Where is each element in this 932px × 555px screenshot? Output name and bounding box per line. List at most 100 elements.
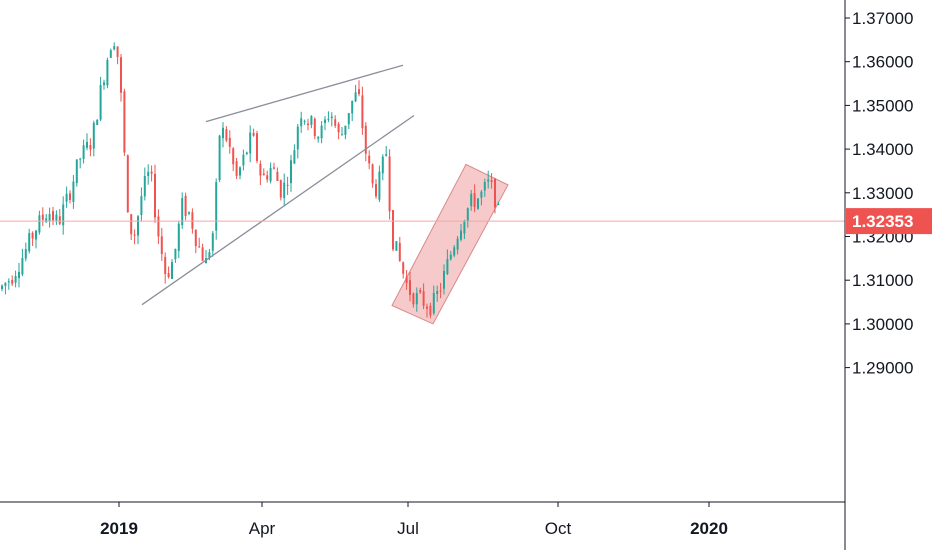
candle-body — [354, 92, 357, 102]
candle-body — [392, 210, 394, 250]
candle-body — [106, 59, 109, 86]
candle-body — [109, 50, 112, 58]
candle-body — [466, 208, 469, 222]
candle-body — [211, 233, 214, 251]
candle — [375, 179, 377, 199]
candle-body — [334, 119, 337, 126]
candle — [286, 176, 289, 195]
current-price-label: 1.32353 — [852, 212, 913, 231]
candle-body — [154, 173, 156, 218]
candle — [313, 117, 316, 140]
candle-body — [126, 155, 129, 213]
candle — [188, 211, 190, 216]
candle-body — [262, 173, 265, 176]
candle — [477, 198, 479, 210]
candle-body — [167, 273, 170, 277]
highlight-channel[interactable] — [391, 163, 509, 325]
candle — [14, 270, 17, 288]
candles-layer — [1, 42, 500, 319]
candle-body — [171, 262, 173, 279]
y-tick-label: 1.37000 — [852, 9, 913, 28]
candle — [381, 154, 384, 181]
candle-body — [31, 232, 34, 239]
candle-body — [48, 214, 51, 222]
candle — [140, 187, 143, 222]
candle-body — [18, 271, 20, 279]
candle-body — [215, 182, 218, 231]
candle-body — [409, 280, 411, 295]
candle-body — [324, 119, 326, 123]
candle-body — [222, 127, 224, 139]
candle — [317, 136, 320, 143]
candle-body — [276, 171, 279, 181]
candle-body — [96, 119, 99, 125]
candle — [228, 130, 231, 154]
candle-body — [232, 148, 235, 165]
candle-body — [140, 196, 143, 216]
candle — [330, 112, 333, 127]
candle — [96, 119, 99, 126]
candle — [232, 147, 235, 172]
candle-body — [35, 230, 37, 240]
candle — [177, 221, 180, 259]
candle-body — [252, 132, 255, 136]
y-tick-label: 1.36000 — [852, 53, 913, 72]
candle — [358, 80, 360, 97]
candle — [75, 159, 78, 187]
candle-body — [473, 193, 476, 208]
candle-body — [188, 212, 190, 214]
candle-body — [388, 156, 391, 212]
candle-body — [412, 293, 415, 305]
upper-trendline[interactable] — [205, 64, 404, 123]
candle — [320, 121, 323, 144]
y-tick-label: 1.31000 — [852, 271, 913, 290]
candle-body — [123, 91, 126, 153]
candle — [201, 243, 204, 261]
candle-body — [45, 218, 48, 223]
candle-body — [347, 113, 350, 125]
candle — [490, 173, 493, 189]
candle — [198, 237, 201, 248]
candle-body — [72, 181, 75, 202]
candle — [194, 229, 197, 254]
trendline-layer — [141, 64, 415, 306]
candle — [126, 154, 129, 213]
candle-body — [194, 229, 197, 247]
candle — [58, 209, 61, 226]
candle-body — [28, 233, 31, 252]
lower-trendline[interactable] — [141, 114, 415, 306]
candle — [11, 275, 14, 287]
x-tick-label: 2019 — [100, 519, 138, 538]
candle — [225, 126, 228, 143]
candle-body — [1, 285, 3, 289]
candle-body — [249, 132, 252, 154]
candle-body — [483, 182, 486, 191]
candle — [453, 245, 456, 258]
candle-body — [116, 46, 119, 57]
candle — [82, 139, 85, 164]
candle-body — [327, 118, 330, 120]
candle-body — [160, 236, 163, 254]
candle — [252, 128, 255, 137]
candle — [242, 149, 245, 171]
candle — [269, 162, 272, 184]
candle — [334, 115, 337, 128]
candle-body — [487, 179, 490, 182]
candle — [395, 241, 398, 251]
candle-body — [11, 280, 14, 284]
candle-body — [300, 118, 303, 127]
candle — [150, 165, 153, 182]
candle — [415, 287, 418, 312]
candle — [436, 285, 439, 302]
candle — [62, 196, 65, 235]
candle-body — [256, 133, 258, 161]
candle — [432, 285, 435, 316]
candle — [446, 249, 449, 276]
candle-body — [65, 193, 68, 202]
candle — [443, 264, 445, 295]
candle-body — [245, 152, 248, 154]
candle — [113, 42, 116, 51]
